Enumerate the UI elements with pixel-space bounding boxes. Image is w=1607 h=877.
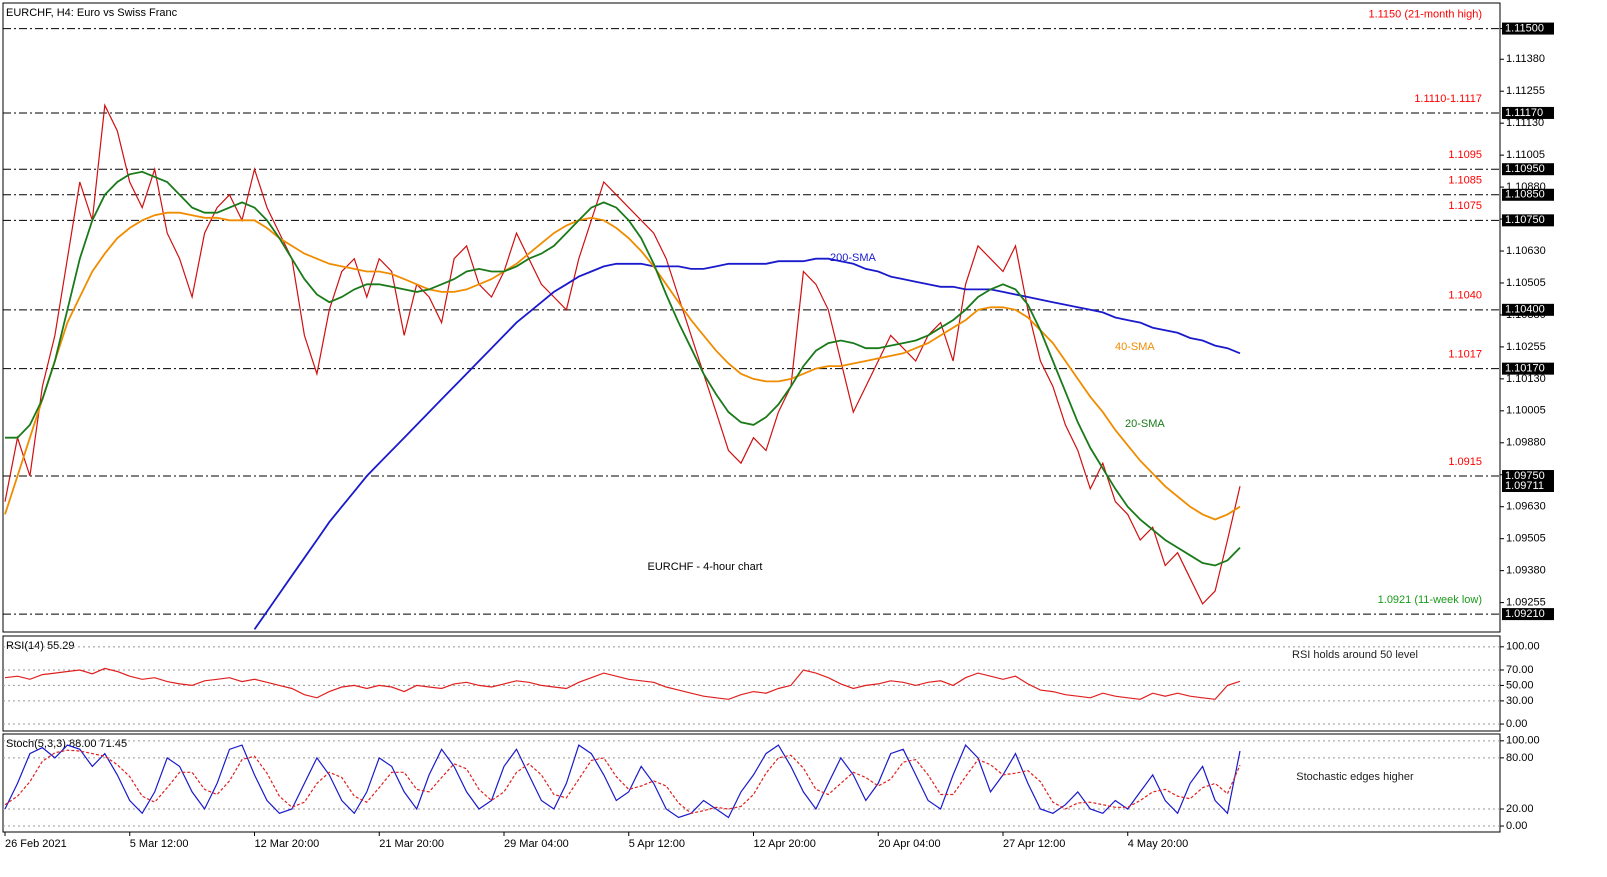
series-label: 40-SMA bbox=[1115, 341, 1155, 353]
level-tag bbox=[1502, 362, 1554, 375]
y-tick-label: 1.09880 bbox=[1506, 437, 1546, 449]
y-tick-label: 1.09630 bbox=[1506, 501, 1546, 513]
level-text: 1.1110-1.1117 bbox=[1414, 93, 1482, 105]
y-tick-label: 1.09505 bbox=[1506, 533, 1546, 545]
level-tag-label: 1.10750 bbox=[1505, 214, 1545, 226]
x-tick-label: 26 Feb 2021 bbox=[5, 838, 67, 850]
level-tag bbox=[1502, 163, 1554, 176]
y-tick-label: 1.11380 bbox=[1506, 53, 1545, 65]
panel-frame bbox=[2, 2, 1501, 633]
y-tick-label: 50.00 bbox=[1506, 679, 1534, 691]
level-text: 1.1017 bbox=[1448, 349, 1482, 361]
level-tag bbox=[1502, 188, 1554, 201]
y-tick-label: 1.10505 bbox=[1506, 277, 1546, 289]
series-label: 200-SMA bbox=[830, 252, 877, 264]
level-tag-label: 1.10950 bbox=[1505, 163, 1545, 175]
y-tick-label: 1.09380 bbox=[1506, 565, 1546, 577]
y-tick-label: 100.00 bbox=[1506, 641, 1540, 653]
level-tag-label: 1.10850 bbox=[1505, 189, 1545, 201]
x-tick-label: 21 Mar 20:00 bbox=[379, 838, 444, 850]
level-text: 1.1150 (21-month high) bbox=[1368, 8, 1482, 20]
panel-frame bbox=[2, 733, 1501, 833]
series-line bbox=[4, 749, 1241, 814]
series-line bbox=[253, 257, 1241, 630]
level-tag bbox=[1502, 303, 1554, 316]
y-tick-label: 1.11255 bbox=[1506, 85, 1545, 97]
y-tick-label: 1.11005 bbox=[1506, 149, 1545, 161]
level-tag-label: 1.10170 bbox=[1505, 363, 1545, 375]
x-tick-label: 12 Mar 20:00 bbox=[254, 838, 319, 850]
level-tag bbox=[1502, 470, 1554, 483]
x-tick-label: 20 Apr 04:00 bbox=[878, 838, 940, 850]
level-tag-label: 1.10400 bbox=[1505, 304, 1545, 316]
annotation: Stochastic edges higher bbox=[1296, 771, 1414, 783]
y-tick-label: 30.00 bbox=[1506, 695, 1534, 707]
series-label: 20-SMA bbox=[1125, 418, 1165, 430]
panel-title: EURCHF, H4: Euro vs Swiss Franc bbox=[6, 7, 178, 19]
y-tick-label: 1.10630 bbox=[1506, 245, 1546, 257]
series-line bbox=[4, 744, 1241, 819]
y-tick-label: 1.10130 bbox=[1506, 373, 1546, 385]
panel-title: Stoch(5,3,3) 88.00 71.45 bbox=[6, 738, 127, 750]
y-tick-label: 0.00 bbox=[1506, 718, 1527, 730]
y-tick-label: 20.00 bbox=[1506, 803, 1534, 815]
x-tick-label: 29 Mar 04:00 bbox=[504, 838, 569, 850]
series-line bbox=[4, 667, 1241, 700]
level-tag bbox=[1502, 106, 1554, 119]
annotation: RSI holds around 50 level bbox=[1292, 649, 1418, 661]
level-tag-label: 1.11500 bbox=[1505, 22, 1544, 34]
x-tick-label: 12 Apr 20:00 bbox=[753, 838, 815, 850]
level-text: 1.1075 bbox=[1448, 200, 1482, 212]
level-text: 1.1085 bbox=[1448, 175, 1482, 187]
y-tick-label: 70.00 bbox=[1506, 664, 1534, 676]
y-tick-label: 1.11130 bbox=[1506, 117, 1544, 129]
series-line bbox=[4, 103, 1241, 605]
panel-title: RSI(14) 55.29 bbox=[6, 640, 74, 652]
level-tag bbox=[1502, 214, 1554, 227]
y-tick-label: 0.00 bbox=[1506, 820, 1527, 832]
level-tag bbox=[1502, 22, 1554, 35]
level-tag-label: 1.11170 bbox=[1505, 107, 1543, 119]
x-tick-label: 27 Apr 12:00 bbox=[1003, 838, 1065, 850]
x-tick-label: 5 Mar 12:00 bbox=[130, 838, 189, 850]
x-tick-label: 5 Apr 12:00 bbox=[629, 838, 685, 850]
y-tick-label: 1.09255 bbox=[1506, 597, 1546, 609]
y-tick-label: 100.00 bbox=[1506, 735, 1540, 747]
level-text: 1.0915 bbox=[1448, 456, 1482, 468]
y-tick-label: 1.10005 bbox=[1506, 405, 1546, 417]
level-text: 1.0921 (11-week low) bbox=[1378, 594, 1482, 606]
level-tag-label: 1.09750 bbox=[1505, 470, 1545, 482]
price-tag-label: 1.09711 bbox=[1505, 480, 1544, 492]
level-text: 1.1095 bbox=[1448, 149, 1482, 161]
level-tag-label: 1.09210 bbox=[1505, 608, 1545, 620]
level-text: 1.1040 bbox=[1448, 290, 1482, 302]
price-tag bbox=[1502, 480, 1554, 493]
y-tick-label: 80.00 bbox=[1506, 752, 1534, 764]
series-line bbox=[4, 211, 1241, 521]
y-tick-label: 1.10255 bbox=[1506, 341, 1546, 353]
x-tick-label: 4 May 20:00 bbox=[1128, 838, 1189, 850]
panel-frame bbox=[2, 635, 1501, 732]
level-tag bbox=[1502, 608, 1554, 621]
annotation: EURCHF - 4-hour chart bbox=[648, 561, 763, 573]
series-line bbox=[5, 170, 1241, 567]
